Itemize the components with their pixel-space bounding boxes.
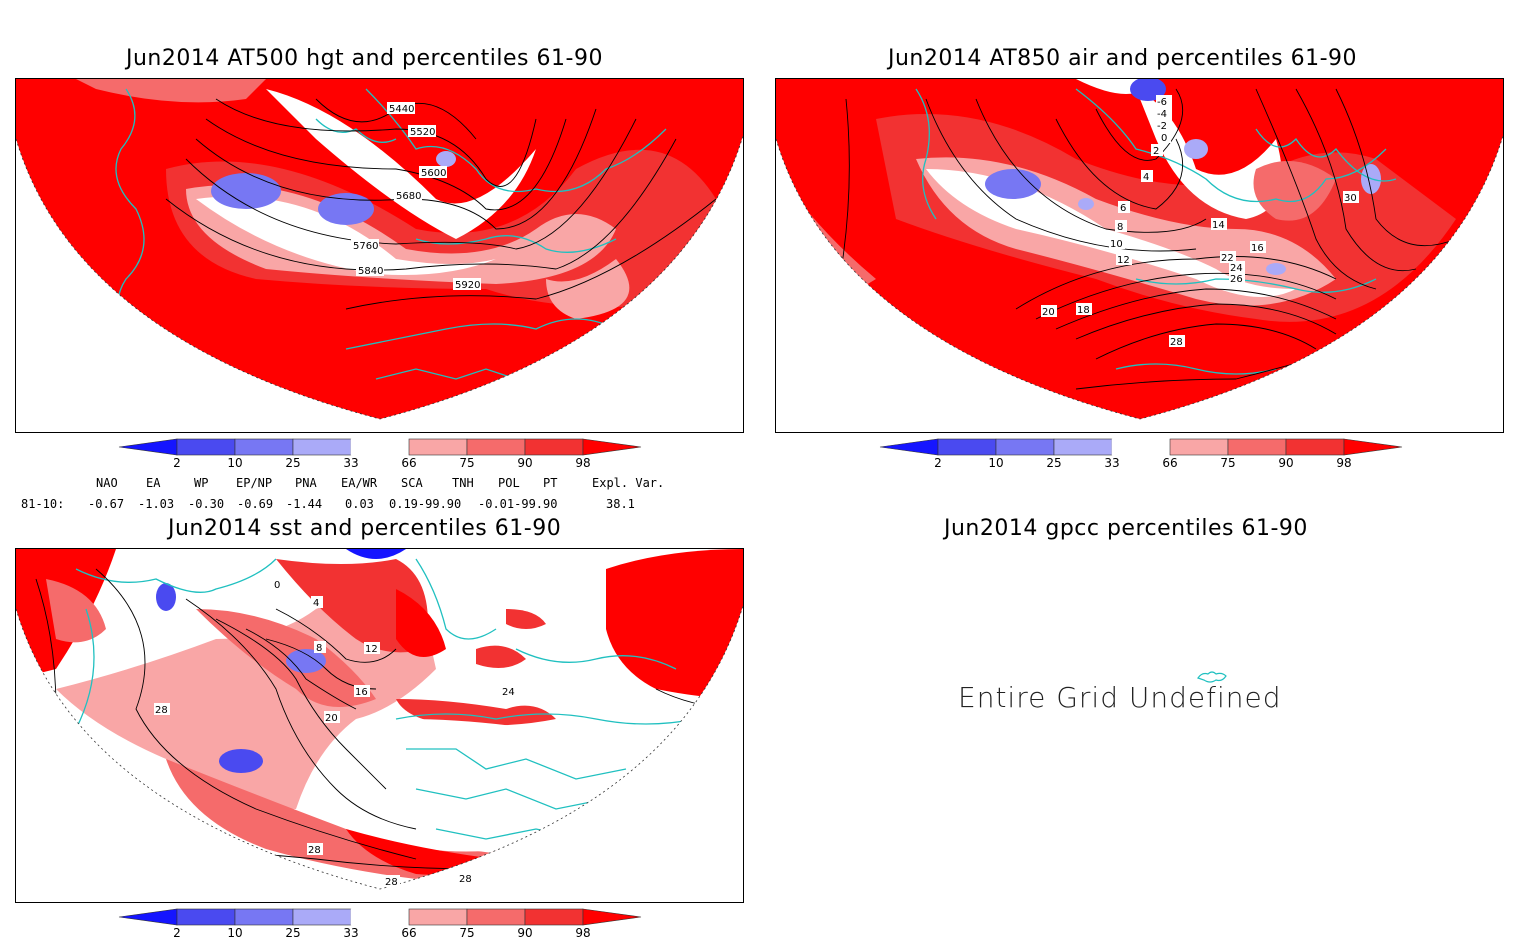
colorbar-tick: 98 [575,926,590,939]
air-map-panel: -6 -4 -2 0 2 4 6 8 10 12 14 16 18 20 22 … [775,78,1504,433]
sst-contour-label: 4 [313,598,319,609]
sst-contour-label: 24 [502,687,515,698]
sst-contour-label: 28 [385,877,398,888]
index-header: EA/WR [341,476,378,490]
colorbar-tick: 33 [343,456,358,470]
index-header: NAO [96,476,118,490]
hgt-map-panel: 5440 5520 5600 5680 5760 5840 5920 [15,78,744,433]
teleconnection-index-table: NAO EA WP EP/NP PNA EA/WR SCA TNH POL PT… [21,476,664,511]
colorbar-tick: 10 [227,456,242,470]
air-contour-label: -2 [1157,121,1167,132]
index-value: 0.03 [345,497,374,511]
sst-contour-label: 12 [365,644,378,655]
colorbar-tick: 75 [1220,456,1235,470]
hgt-contour-label: 5440 [389,104,414,115]
colorbar-tick: 2 [173,456,181,470]
index-row-label: 81-10: [21,497,64,511]
colorbar-tick: 33 [1104,456,1119,470]
index-header: Expl. Var. [592,476,664,490]
air-contour-label: 10 [1110,239,1123,250]
colorbar-tick: 66 [401,456,416,470]
index-value: -0.69 [237,497,273,511]
colorbar-tick: 98 [1336,456,1351,470]
colorbar-tick: 90 [517,926,532,939]
colorbar-tick: 2 [173,926,181,939]
index-header: EA [146,476,161,490]
colorbar-tick: 66 [1162,456,1177,470]
air-map: -6 -4 -2 0 2 4 6 8 10 12 14 16 18 20 22 … [776,79,1503,420]
hgt-map: 5440 5520 5600 5680 5760 5840 5920 [16,79,743,420]
air-contour-label: 8 [1117,222,1123,233]
index-value: -0.30 [188,497,224,511]
index-header: PNA [295,476,317,490]
air-contour-label: 30 [1344,193,1357,204]
sst-contour-label: 28 [308,845,321,856]
sst-contour-label: 28 [459,874,472,885]
air-contour-label: 28 [1170,337,1183,348]
sst-contour-label: 16 [355,687,368,698]
hgt-contour-label: 5600 [421,168,446,179]
sst-contour-label: 28 [155,705,168,716]
index-value: -1.44 [286,497,322,511]
sst-contour-label: 0 [274,580,280,591]
colorbar-tick: 25 [1046,456,1061,470]
index-value: -0.01-99.90 [478,497,557,511]
index-header: TNH [452,476,474,490]
colorbar-top-right: 2 10 25 33 66 75 90 98 [879,438,1403,470]
gpcc-panel-title: Jun2014 gpcc percentiles 61-90 [944,516,1308,541]
air-contour-label: 16 [1251,243,1264,254]
sst-contour-label: 8 [316,643,322,654]
air-contour-label: 14 [1212,220,1225,231]
hgt-contour-label: 5760 [353,241,378,252]
air-contour-label: 26 [1230,274,1243,285]
index-value: -1.03 [138,497,174,511]
air-contour-label: -4 [1157,109,1167,120]
colorbar-tick: 98 [575,456,590,470]
air-contour-label: 6 [1120,203,1126,214]
air-panel-title: Jun2014 AT850 air and percentiles 61-90 [888,46,1358,71]
colorbar-tick: 90 [517,456,532,470]
colorbar-tick: 75 [459,926,474,939]
hgt-contour-label: 5680 [396,191,421,202]
colorbar-top-left: 2 10 25 33 66 75 90 98 [118,438,642,470]
hgt-panel-title: Jun2014 AT500 hgt and percentiles 61-90 [126,46,603,71]
sst-map: 0 4 8 12 16 20 24 28 28 28 28 [16,549,743,890]
air-contour-label: 2 [1153,146,1159,157]
small-coastline-fragment [1197,671,1227,683]
colorbar-tick: 25 [285,926,300,939]
colorbar-tick: 2 [934,456,942,470]
index-header: PT [543,476,557,490]
hgt-contour-label: 5520 [410,127,435,138]
colorbar-tick: 66 [401,926,416,939]
sst-contour-label: 20 [325,713,338,724]
index-header: EP/NP [236,476,272,490]
colorbar-tick: 33 [343,926,358,939]
index-header: POL [498,476,520,490]
air-contour-label: 0 [1161,133,1167,144]
gpcc-undefined-message: Entire Grid Undefined [958,681,1282,714]
index-header: WP [194,476,208,490]
air-contour-label: 4 [1143,172,1149,183]
index-value: -0.67 [88,497,124,511]
index-value: 0.19-99.90 [389,497,461,511]
air-contour-label: 24 [1230,263,1243,274]
hgt-contour-label: 5920 [455,280,480,291]
colorbar-tick: 10 [988,456,1003,470]
index-header: SCA [401,476,423,490]
air-contour-label: 12 [1117,255,1130,266]
air-contour-label: -6 [1157,97,1167,108]
sst-panel-title: Jun2014 sst and percentiles 61-90 [168,516,562,541]
colorbar-tick: 10 [227,926,242,939]
colorbar-tick: 75 [459,456,474,470]
colorbar-bottom: 2 10 25 33 66 75 90 98 [118,908,642,939]
air-contour-label: 20 [1042,307,1055,318]
index-value: 38.1 [606,497,635,511]
colorbar-tick: 90 [1278,456,1293,470]
hgt-contour-label: 5840 [358,266,383,277]
air-contour-label: 18 [1077,305,1090,316]
sst-map-panel: 0 4 8 12 16 20 24 28 28 28 28 [15,548,744,903]
colorbar-tick: 25 [285,456,300,470]
air-contour-label: 22 [1221,253,1234,264]
